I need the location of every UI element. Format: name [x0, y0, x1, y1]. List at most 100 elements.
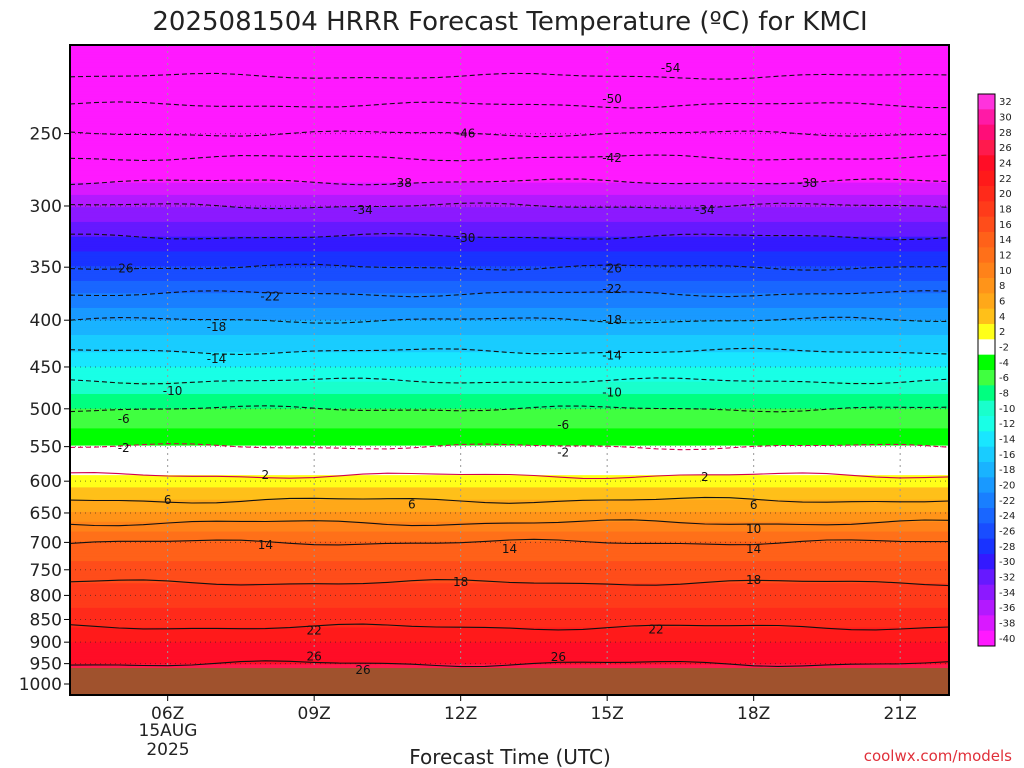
temperature-band	[70, 610, 949, 614]
temperature-band	[70, 570, 949, 575]
temperature-band	[70, 330, 949, 334]
temperature-band	[70, 455, 949, 459]
contour-label: -14	[207, 352, 227, 366]
temperature-band	[70, 310, 949, 314]
contour-label: 6	[750, 498, 758, 512]
temperature-band	[70, 295, 949, 299]
isotherm-lines	[70, 72, 949, 668]
temperature-band	[70, 246, 949, 250]
temperature-band	[70, 160, 949, 164]
contour-label: -34	[695, 203, 715, 217]
temperature-band	[70, 369, 949, 373]
y-tick-label: 300	[30, 197, 62, 217]
x-date-label-day: 15AUG	[139, 721, 198, 741]
temperature-band	[70, 131, 949, 135]
temperature-band	[70, 121, 949, 125]
colorbar-tick-label: 14	[999, 235, 1012, 246]
temperature-band	[70, 81, 949, 85]
temperature-band	[70, 116, 949, 120]
temperature-band	[70, 108, 949, 112]
temperature-band	[70, 199, 949, 203]
contour-label: -26	[602, 261, 622, 275]
colorbar-tick-label: -16	[999, 450, 1015, 461]
colorbar-cell	[978, 186, 995, 202]
temperature-band	[70, 445, 949, 449]
colorbar-cell	[978, 400, 995, 417]
colorbar-cell	[978, 508, 995, 524]
temperature-band	[70, 492, 949, 496]
temperature-band	[70, 74, 949, 78]
x-tick-label: 15Z	[591, 704, 624, 724]
colorbar-cell	[978, 293, 995, 310]
contour-label: -46	[456, 127, 476, 141]
temperature-band	[70, 534, 949, 538]
temperature-band	[70, 261, 949, 265]
colorbar-cell	[978, 339, 995, 356]
colorbar-cell	[978, 262, 995, 279]
y-tick-label: 450	[30, 358, 62, 378]
temperature-band	[70, 150, 949, 154]
colorbar-tick-label: -38	[999, 619, 1015, 630]
temperature-band	[70, 448, 949, 452]
x-tick-label: 09Z	[298, 704, 331, 724]
temperature-band	[70, 590, 949, 594]
x-tick-label: 21Z	[884, 704, 917, 724]
temperature-band	[70, 138, 949, 142]
isotherm-line	[70, 443, 949, 451]
temperature-band	[70, 475, 949, 479]
temperature-band	[70, 59, 949, 63]
temperature-band	[70, 644, 949, 648]
temperature-band	[70, 519, 949, 523]
temperature-band	[70, 69, 949, 73]
temperature-band	[70, 435, 949, 439]
temperature-band	[70, 194, 949, 198]
plot-frame	[69, 44, 950, 696]
colorbar-cell	[978, 584, 995, 601]
colorbar-cell	[978, 446, 995, 463]
temperature-band	[70, 217, 949, 221]
contour-label: -38	[392, 176, 412, 190]
temperature-band	[70, 192, 949, 196]
contour-label: -22	[602, 282, 622, 296]
temperature-band	[70, 280, 949, 284]
temperature-band	[70, 393, 949, 398]
temperature-band	[70, 659, 949, 663]
temperature-band	[70, 79, 949, 83]
contour-label: 14	[258, 538, 273, 552]
colorbar-cell	[978, 308, 995, 325]
temperature-band	[70, 384, 949, 388]
temperature-band	[70, 133, 949, 137]
colorbar-cell	[978, 630, 995, 647]
colorbar-tick-label: -28	[999, 542, 1015, 553]
temperature-band	[70, 303, 949, 307]
temperature-band	[70, 362, 949, 366]
y-tick-label: 500	[30, 400, 62, 420]
temperature-band	[70, 364, 949, 368]
y-tick-label: 900	[30, 633, 62, 653]
temperature-band	[70, 357, 949, 361]
colorbar-cell	[978, 462, 995, 478]
temperature-band	[70, 135, 949, 139]
temperature-band	[70, 649, 949, 653]
y-tick-label: 700	[30, 533, 62, 553]
colorbar-cell	[978, 600, 995, 616]
temperature-band	[70, 553, 949, 557]
colorbar-tick-label: 22	[999, 174, 1012, 185]
isotherm-line	[70, 405, 949, 413]
temperature-band	[70, 86, 949, 90]
temperature-band	[70, 332, 949, 336]
contour-label: -38	[798, 176, 818, 190]
temperature-band	[70, 354, 949, 358]
temperature-band	[70, 207, 949, 211]
temperature-band	[70, 148, 949, 152]
colorbar-cell	[978, 492, 995, 509]
temperature-band	[70, 462, 949, 466]
contour-label: 2	[701, 470, 709, 484]
temperature-band	[70, 529, 949, 533]
temperature-band	[70, 489, 949, 493]
temperature-band	[70, 327, 949, 331]
temperature-band	[70, 615, 949, 619]
temperature-band	[70, 632, 949, 636]
temperature-band	[70, 293, 949, 297]
colorbar-tick-label: 28	[999, 128, 1012, 139]
